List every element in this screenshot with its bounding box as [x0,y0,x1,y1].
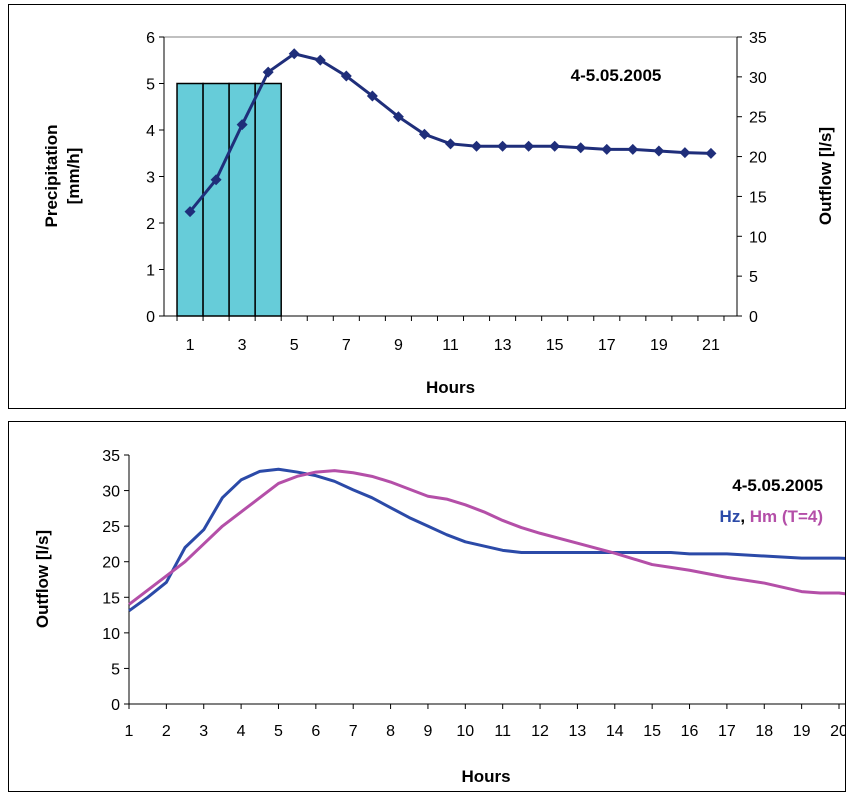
x-tick-label: 18 [755,723,773,740]
right-y-tick-label: 0 [749,309,758,326]
legend-part: Hm (T=4) [750,507,823,526]
right-y-tick-label: 35 [749,30,767,47]
legend-part: Hz [720,507,741,526]
right-y-tick-label: 20 [749,150,767,167]
x-tick-label: 17 [598,337,616,354]
outflow-point [653,145,665,157]
precipitation-bar [228,82,256,317]
left-y-tick-label: 0 [146,309,155,326]
x-tick-label: 4 [237,723,246,740]
outflow-point [445,138,456,150]
outflow-point [523,140,535,152]
x-tick-label: 19 [650,337,668,354]
x-tick-label: 19 [793,723,811,740]
x-tick-label: 5 [274,723,283,740]
x-tick-label: 12 [531,723,549,740]
x-tick-label: 3 [199,723,208,740]
x-tick-label: 7 [349,723,358,740]
left-y-tick-label: 6 [146,30,155,47]
x-tick-label: 20 [830,723,845,740]
right-y-tick-label: 25 [749,110,767,127]
series-line-hm [128,469,845,606]
right-y-tick-label: 30 [749,70,767,87]
x-tick-label: 3 [238,337,247,354]
chart-annotation: 4-5.05.2005 [571,66,662,85]
outflow-point [601,143,613,155]
left-y-tick-label: 4 [146,123,155,140]
outflow-point [705,147,717,159]
outflow-point [288,48,300,60]
legend: Hz, Hm (T=4) [720,507,823,526]
x-tick-label: 11 [442,337,459,354]
x-tick-label: 13 [569,723,587,740]
y-tick-label: 15 [102,590,120,607]
outflow-point [575,142,587,154]
y-axis-title: Outflow [l/s] [33,530,52,628]
series-line-hz [128,467,845,613]
outflow-point [340,70,352,82]
x-axis-title: Hours [461,767,510,786]
outflow-point [184,206,196,218]
outflow-point [210,174,222,186]
outflow-point [627,143,639,155]
x-tick-label: 21 [702,337,720,354]
right-y-tick-label: 10 [749,229,767,246]
bottom-chart-panel: 0 5 10 15 20 25 30 35 1 2 3 4 5 6 7 8 9 10 11 12 13 14 15 16 17 1… [8,421,846,792]
x-tick-label: 9 [394,337,403,354]
y-tick-label: 10 [102,626,120,643]
outflow-point [549,140,561,152]
left-y-tick-label: 2 [146,216,155,233]
left-y-tick-label: 5 [146,77,155,94]
chart-annotation: 4-5.05.2005 [732,476,823,495]
top-chart-panel: 0 1 2 3 4 5 6 0 5 10 15 20 25 30 35 1 3 5 7 9 11 13 15 17 19 21 4-… [8,4,846,409]
y-tick-label: 30 [102,484,120,501]
outflow-point [471,140,483,152]
x-tick-label: 13 [494,337,512,354]
y-tick-label: 20 [102,555,120,572]
outflow-point [392,111,404,123]
x-tick-label: 6 [311,723,320,740]
x-tick-label: 1 [125,723,134,740]
x-tick-label: 9 [423,723,432,740]
x-tick-label: 1 [186,337,195,354]
x-tick-label: 15 [643,723,661,740]
x-tick-label: 15 [546,337,564,354]
outflow-point [262,66,274,78]
x-tick-label: 8 [386,723,395,740]
outflow-point [497,140,509,152]
outflow-point [418,128,430,140]
x-axis-title: Hours [426,378,475,397]
x-tick-label: 17 [718,723,736,740]
left-y-tick-label: 3 [146,170,155,187]
left-y-axis-title: Precipitation [mm/h] [42,125,83,228]
precipitation-bar [254,82,282,317]
left-y-tick-label: 1 [146,263,155,280]
y-tick-label: 25 [102,519,120,536]
right-y-axis-title: Outflow [l/s] [816,127,835,225]
outflow-point [366,90,378,102]
y-tick-label: 0 [111,697,120,714]
outflow-point [314,54,326,66]
x-tick-label: 7 [342,337,351,354]
y-tick-label: 35 [102,448,120,465]
right-y-tick-label: 15 [749,189,767,206]
x-tick-label: 2 [162,723,171,740]
outflow-point [679,147,691,159]
legend-part: , [740,507,749,526]
x-tick-label: 16 [681,723,699,740]
x-tick-label: 5 [290,337,299,354]
outflow-point [236,119,248,131]
x-tick-label: 10 [456,723,474,740]
x-tick-label: 11 [494,723,511,740]
precipitation-bar [202,82,230,317]
y-tick-label: 5 [111,661,120,678]
x-tick-label: 14 [606,723,624,740]
right-y-tick-label: 5 [749,269,758,286]
